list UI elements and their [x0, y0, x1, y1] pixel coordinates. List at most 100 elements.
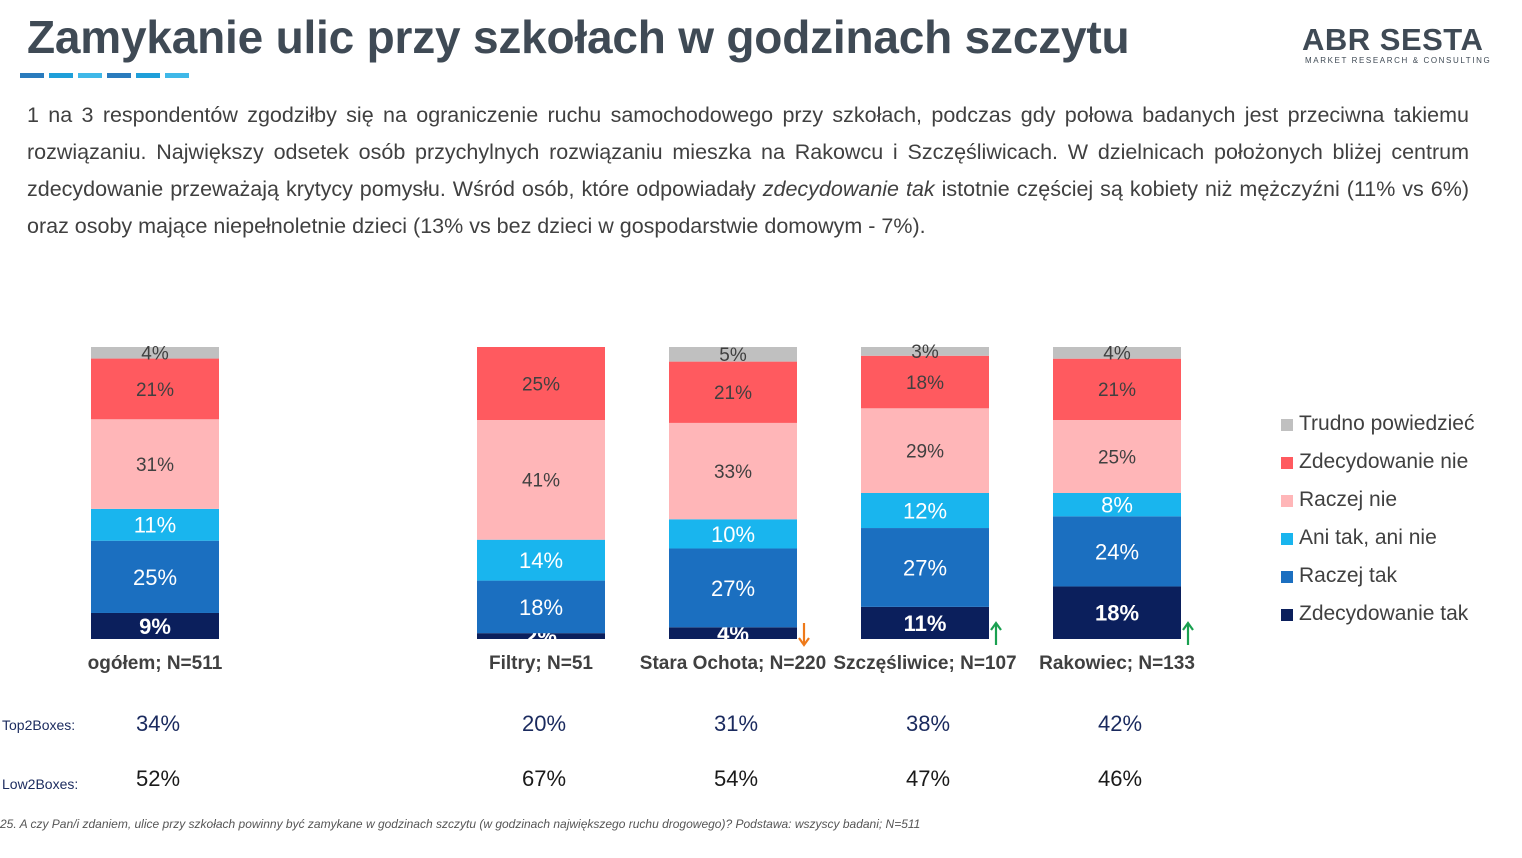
data-label: 4% — [1103, 344, 1131, 365]
legend-label: Ani tak, ani nie — [1299, 526, 1437, 549]
low2boxes-value: 67% — [521, 766, 567, 791]
category-label: ogółem; N=511 — [88, 653, 223, 674]
legend-swatch — [1281, 533, 1293, 545]
bar-segment — [669, 627, 797, 639]
bar-segment — [1053, 516, 1181, 587]
data-label: 31% — [136, 455, 174, 476]
description-part-1: 1 na 3 respondentów zgodziłby się na ogr… — [27, 103, 1469, 201]
category-label: Filtry; N=51 — [489, 653, 593, 674]
legend-label: Zdecydowanie tak — [1299, 602, 1469, 625]
logo-sub-text: MARKET RESEARCH & CONSULTING — [1305, 56, 1492, 65]
data-label: 18% — [1095, 601, 1139, 626]
arrow-up-icon — [990, 621, 1002, 645]
underline-segment — [165, 73, 189, 78]
bar-segment — [1053, 420, 1181, 493]
data-label: 25% — [133, 565, 177, 590]
bar-segment — [861, 408, 989, 493]
top2boxes-value: 34% — [135, 711, 181, 736]
stacked-bar-chart: 9%25%11%31%21%4%ogółem; N=5112%18%14%41%… — [88, 342, 1195, 674]
data-label: 18% — [906, 373, 944, 394]
legend-swatch — [1281, 457, 1293, 469]
low2boxes-value: 46% — [1097, 766, 1143, 791]
bar-segment — [669, 422, 797, 520]
bar-segment — [861, 606, 989, 639]
underline-segment — [49, 73, 73, 78]
bar-segment — [477, 633, 605, 639]
bar-segment — [1053, 358, 1181, 420]
data-label: 12% — [903, 498, 947, 523]
category-label: Stara Ochota; N=220 — [640, 653, 826, 674]
bar-segment — [1053, 586, 1181, 639]
legend-label: Zdecydowanie nie — [1299, 450, 1469, 473]
data-label: 18% — [519, 595, 563, 620]
bar-segment — [477, 420, 605, 540]
bar-segment — [477, 539, 605, 581]
bar-segment — [477, 347, 605, 420]
low2boxes-value: 47% — [905, 766, 951, 791]
data-label: 21% — [1098, 380, 1136, 401]
bar-segment — [91, 540, 219, 613]
category-label: Rakowiec; N=133 — [1039, 653, 1195, 674]
data-label: 4% — [141, 344, 169, 365]
description-italic: zdecydowanie tak — [762, 177, 935, 201]
data-label: 21% — [136, 380, 174, 401]
low2boxes-label: Low2Boxes: — [2, 776, 79, 792]
data-label: 14% — [519, 548, 563, 573]
bar-segment — [669, 519, 797, 549]
data-label: 5% — [719, 345, 747, 366]
top2boxes-value: 38% — [905, 711, 951, 736]
data-label: 27% — [903, 555, 947, 580]
arrow-down-icon — [798, 623, 810, 647]
logo-main-text: ABR SESTA — [1302, 22, 1484, 57]
data-label: 24% — [1095, 539, 1139, 564]
bar-segment — [861, 493, 989, 529]
data-label: 25% — [522, 374, 560, 395]
data-label: 25% — [1098, 447, 1136, 468]
bar-segment — [1053, 347, 1181, 359]
legend-swatch — [1281, 419, 1293, 431]
bar-segment — [477, 580, 605, 634]
data-label: 21% — [714, 383, 752, 404]
bar-segment — [861, 528, 989, 607]
legend-swatch — [1281, 609, 1293, 621]
company-logo: ABR SESTA MARKET RESEARCH & CONSULTING — [1302, 22, 1492, 68]
arrow-up-icon — [1182, 621, 1194, 645]
bar-segment — [1053, 493, 1181, 517]
data-label: 3% — [911, 342, 939, 363]
bar-segment — [861, 347, 989, 356]
underline-segment — [136, 73, 160, 78]
data-label: 10% — [711, 522, 755, 547]
top2boxes-value: 42% — [1097, 711, 1143, 736]
bar-segment — [669, 548, 797, 628]
top2boxes-label: Top2Boxes: — [2, 717, 76, 733]
data-label: 9% — [139, 614, 171, 639]
data-label: 11% — [134, 513, 176, 538]
bar-segment — [669, 347, 797, 362]
legend-label: Raczej nie — [1299, 488, 1398, 511]
description-part-2: istotnie częściej są kobiety niż mężczyź… — [27, 177, 1470, 238]
description: 1 na 3 respondentów zgodziłby się na ogr… — [27, 97, 1469, 245]
bar-segment — [669, 361, 797, 423]
footnote: 25. A czy Pan/i zdaniem, ulice przy szko… — [0, 817, 921, 831]
category-label: Szczęśliwice; N=107 — [833, 653, 1016, 674]
data-label: 29% — [906, 442, 944, 463]
bar-segment — [91, 508, 219, 541]
legend-label: Raczej tak — [1299, 564, 1398, 587]
data-label: 33% — [714, 462, 752, 483]
top2boxes-value: 31% — [713, 711, 759, 736]
bar-segment — [91, 612, 219, 639]
data-label: 11% — [904, 611, 947, 636]
legend-swatch — [1281, 571, 1293, 583]
bar-segment — [91, 419, 219, 509]
legend-swatch — [1281, 495, 1293, 507]
top2boxes-value: 20% — [521, 711, 567, 736]
data-label: 27% — [711, 576, 755, 601]
legend-label: Trudno powiedzieć — [1299, 412, 1475, 435]
bar-segment — [91, 358, 219, 420]
data-label: 8% — [1101, 493, 1133, 518]
underline-segment — [20, 73, 44, 78]
low2boxes-value: 54% — [713, 766, 759, 791]
low2boxes-value: 52% — [135, 766, 181, 791]
underline-segment — [107, 73, 131, 78]
page-title: Zamykanie ulic przy szkołach w godzinach… — [27, 11, 1130, 63]
